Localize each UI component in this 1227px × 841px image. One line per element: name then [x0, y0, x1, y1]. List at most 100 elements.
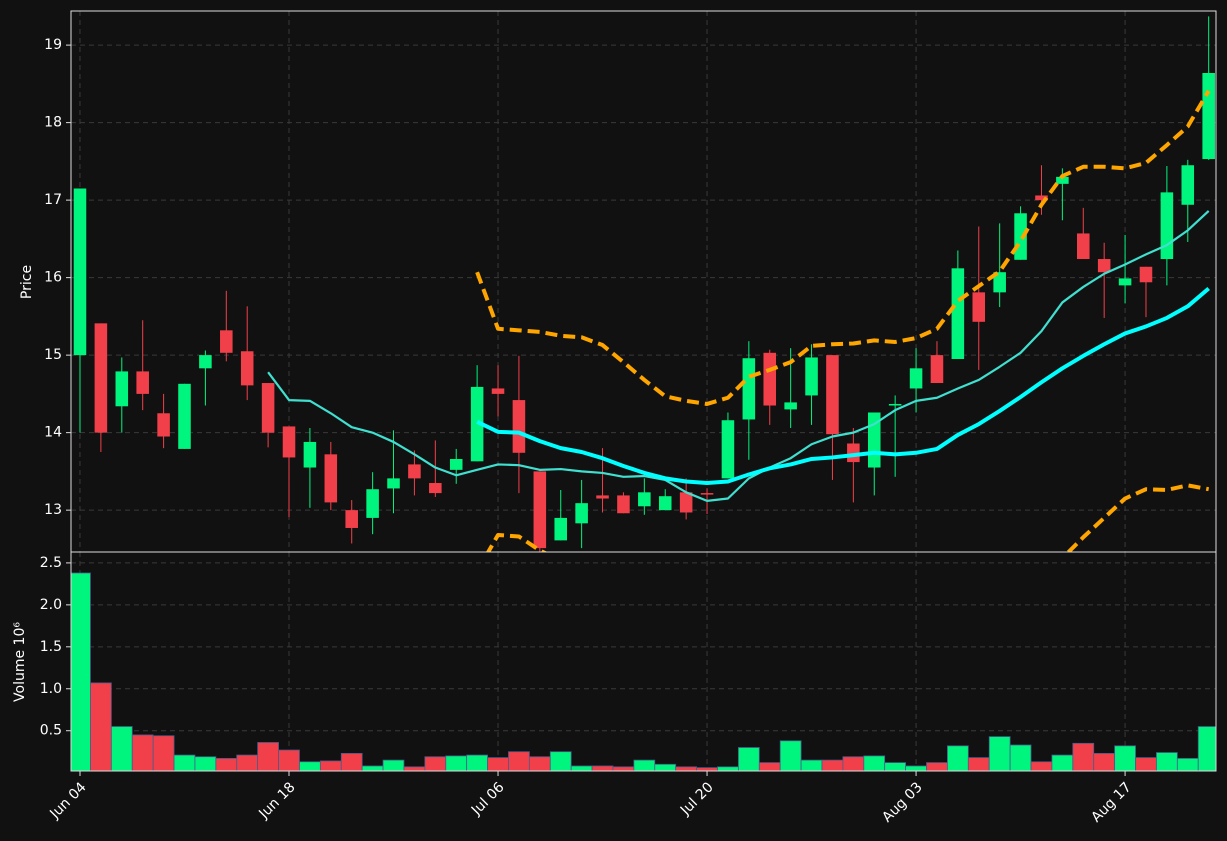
volume-bar — [528, 756, 551, 771]
candle-body — [366, 489, 379, 518]
candle-body — [700, 493, 714, 495]
volume-bar — [800, 759, 823, 771]
volume-bar — [570, 765, 593, 771]
volume-bar — [299, 761, 321, 771]
candle-body — [470, 386, 484, 462]
volume-bar — [194, 756, 217, 771]
candle-body — [972, 292, 986, 322]
volume-bar — [466, 754, 488, 771]
candle-body — [429, 483, 442, 494]
volume-bar — [612, 766, 635, 771]
overlay-line — [267, 210, 1210, 502]
overlay-line — [485, 483, 1210, 552]
candle-body — [1035, 195, 1048, 201]
candle-body — [721, 420, 735, 479]
candle-body — [1139, 266, 1153, 283]
y-tick-label: 0.5 — [40, 723, 62, 739]
candle-body — [1202, 73, 1215, 160]
candle-body — [575, 503, 588, 524]
y-tick-label: 19 — [44, 37, 62, 53]
volume-bar — [340, 752, 363, 771]
volume-bar — [1156, 752, 1178, 771]
candle-body — [240, 351, 254, 386]
y-tick-label: 1.0 — [40, 681, 62, 697]
candle-body — [345, 510, 358, 528]
candle-body — [408, 464, 421, 479]
volume-bar — [863, 755, 886, 771]
volume-bar — [71, 572, 91, 771]
volume-bar — [758, 762, 781, 771]
y-tick-label: 18 — [44, 115, 62, 131]
candle-body — [1097, 259, 1111, 273]
candle-body — [512, 400, 526, 453]
candle-body — [888, 403, 902, 406]
volume-bar — [131, 734, 154, 771]
y-tick-label: 17 — [44, 192, 62, 208]
candle-body — [554, 517, 567, 541]
volume-bar — [967, 757, 990, 771]
volume-bar — [737, 747, 760, 771]
candle-body — [1181, 165, 1195, 205]
volume-bar — [110, 726, 133, 771]
candle-body — [1056, 176, 1069, 184]
volume-bar — [549, 751, 572, 771]
volume-bar — [842, 756, 865, 771]
volume-bar — [152, 735, 175, 771]
candle-body — [658, 496, 672, 511]
volume-bar — [884, 762, 907, 771]
candle-body — [596, 495, 609, 499]
candle-body — [805, 357, 818, 396]
candle-body — [449, 458, 463, 470]
volume-bar — [926, 762, 948, 771]
volume-bar — [215, 758, 238, 771]
volume-bar — [1093, 752, 1116, 771]
candle-body — [826, 355, 839, 435]
y-tick-label: 1.5 — [40, 639, 62, 655]
volume-bar — [403, 766, 426, 771]
volume-bar — [1030, 761, 1053, 771]
y-tick-label: 2.5 — [40, 555, 62, 571]
volume-panel — [71, 572, 1216, 771]
volume-bar — [1176, 758, 1199, 771]
volume-bar — [717, 766, 739, 771]
candle-body — [993, 272, 1006, 293]
price-panel — [73, 16, 1215, 552]
y-tick-label: 2.0 — [40, 597, 62, 613]
candle-body — [491, 388, 505, 394]
volume-bar — [654, 763, 677, 771]
y-tick-label: 15 — [44, 347, 62, 363]
volume-frame — [70, 551, 1217, 772]
volume-bar — [591, 765, 614, 771]
candle-body — [261, 383, 275, 433]
volume-axis-label: Volume 10⁶ — [12, 622, 28, 702]
y-tick-label: 13 — [44, 502, 62, 518]
volume-bar — [696, 767, 718, 771]
volume-bar — [424, 756, 447, 771]
volume-bar — [779, 740, 802, 771]
volume-bar — [173, 754, 196, 771]
overlay-line — [476, 286, 1210, 486]
overlay-line — [475, 89, 1211, 406]
candle-body — [1077, 233, 1090, 260]
candle-body — [909, 368, 923, 389]
candle-body — [784, 402, 797, 410]
volume-bar — [947, 745, 969, 771]
candle-body — [324, 454, 338, 503]
candle-body — [742, 358, 756, 420]
candle-body — [136, 371, 149, 394]
candle-body — [178, 383, 191, 449]
candle-body — [951, 268, 965, 360]
volume-bar — [508, 751, 530, 771]
volume-bar — [1197, 726, 1216, 771]
candle-body — [157, 413, 170, 437]
volume-bar — [90, 682, 112, 771]
candle-body — [1160, 192, 1174, 260]
volume-bar — [445, 755, 468, 771]
y-tick-label: 14 — [44, 425, 62, 441]
volume-bar — [633, 759, 656, 771]
volume-bar — [1009, 744, 1032, 771]
volume-bar — [1072, 742, 1095, 771]
volume-bar — [382, 759, 405, 771]
